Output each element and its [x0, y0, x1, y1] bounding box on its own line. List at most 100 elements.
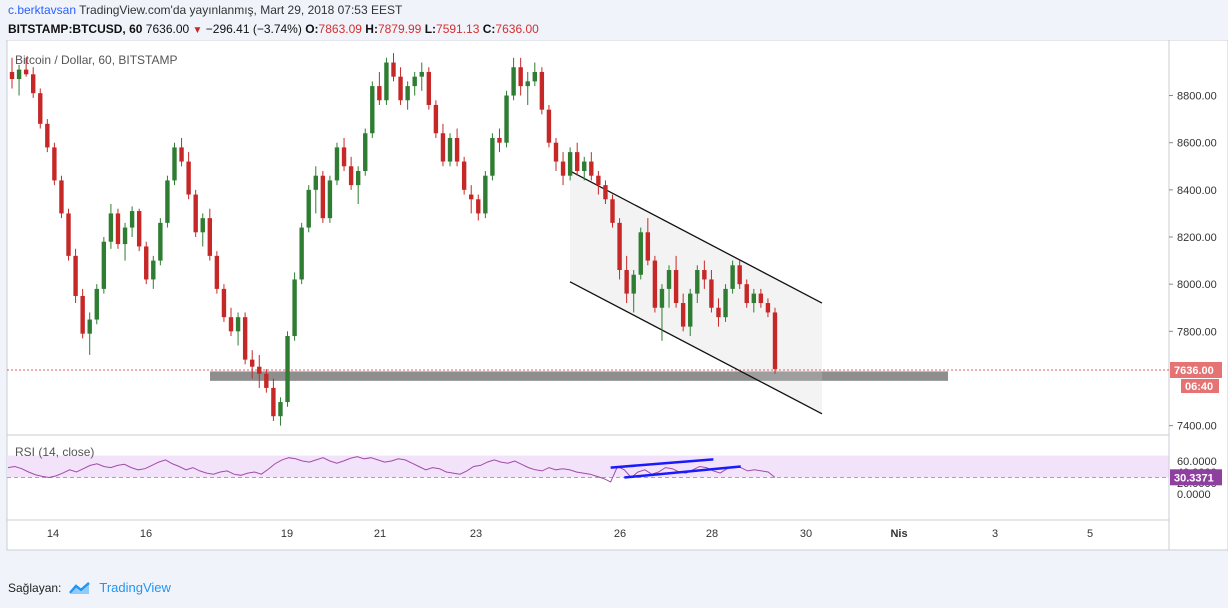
- candle: [440, 123, 446, 167]
- candle: [355, 166, 361, 204]
- candle: [525, 71, 530, 105]
- candle: [45, 119, 50, 153]
- candle: [680, 293, 686, 332]
- candle: [207, 208, 213, 261]
- time-tick-label: Nis: [890, 528, 907, 540]
- time-tick-label: 30: [800, 528, 812, 540]
- candle: [327, 175, 333, 223]
- price-tick-label: 8800.00: [1177, 91, 1217, 103]
- candle: [52, 142, 57, 186]
- candle: [271, 378, 276, 421]
- price-tick-label: 8000.00: [1177, 279, 1217, 291]
- countdown-label: 06:40: [1185, 381, 1213, 393]
- candle: [553, 137, 559, 171]
- candle: [299, 222, 304, 285]
- rsi-tick-label: 60.0000: [1177, 456, 1217, 468]
- candle: [129, 206, 135, 238]
- rsi-current-label: 30.3371: [1174, 472, 1214, 484]
- candle: [38, 88, 43, 129]
- candle: [186, 152, 191, 200]
- candle: [765, 298, 771, 318]
- candle: [476, 194, 481, 221]
- candle: [264, 369, 269, 393]
- candle: [87, 312, 92, 355]
- candle: [730, 260, 735, 294]
- candle: [23, 57, 29, 77]
- candle: [341, 137, 347, 171]
- open-value: 7863.09: [318, 22, 362, 36]
- price-tick-label: 7400.00: [1177, 421, 1217, 433]
- candle: [447, 133, 453, 167]
- candle: [631, 270, 636, 313]
- candle: [242, 312, 248, 365]
- chart[interactable]: 8800.00 8600.00 8400.00 8200.00 8000.00 7800.…: [0, 40, 1228, 570]
- footer: Sağlayan: TradingView: [8, 580, 171, 595]
- candle: [101, 237, 107, 294]
- candle: [384, 57, 389, 105]
- candle: [313, 166, 318, 214]
- candle: [504, 90, 509, 148]
- candle: [560, 152, 566, 186]
- rsi-tick-label: 0.0000: [1177, 489, 1211, 501]
- rsi-trend-upper: [610, 458, 714, 469]
- candle: [645, 218, 651, 266]
- author-link[interactable]: c.berktavsan: [8, 3, 77, 17]
- candle: [617, 218, 622, 280]
- symbol-label: BITSTAMP:BTCUSD, 60: [8, 22, 143, 36]
- candle: [16, 64, 22, 96]
- candle: [716, 298, 721, 327]
- candle: [172, 142, 177, 186]
- candle: [737, 260, 742, 289]
- candle: [285, 331, 290, 407]
- candle: [532, 62, 537, 87]
- price-tick-label: 8200.00: [1177, 232, 1217, 244]
- candle: [673, 255, 679, 308]
- rsi-trend-lower: [624, 465, 741, 479]
- last-price-label: 7636.00: [1174, 365, 1214, 377]
- candle: [320, 170, 326, 223]
- candle: [702, 260, 707, 289]
- candle: [398, 67, 403, 105]
- candle: [214, 251, 220, 294]
- candle: [546, 104, 552, 148]
- rsi-line: [7, 456, 776, 483]
- candle: [200, 213, 205, 247]
- rsi-current-badge: [1170, 469, 1222, 486]
- candle: [370, 81, 375, 138]
- time-tick-label: 14: [47, 528, 59, 540]
- candle: [469, 185, 474, 214]
- candle: [688, 288, 693, 337]
- candle: [490, 133, 495, 181]
- time-axis-pane: [6, 519, 1170, 551]
- candle: [751, 288, 757, 313]
- ohlc-line: BITSTAMP:BTCUSD, 60 7636.00 ▼ −296.41 (−…: [8, 22, 539, 36]
- candle: [454, 128, 460, 167]
- candle: [709, 270, 714, 313]
- candle: [122, 222, 128, 261]
- candle: [461, 156, 467, 195]
- candle: [136, 208, 142, 252]
- candle: [567, 147, 573, 181]
- candle: [59, 175, 64, 219]
- candle: [603, 180, 608, 204]
- price-axis-pane: [1168, 40, 1228, 551]
- candle: [165, 175, 170, 228]
- time-tick-label: 21: [374, 528, 386, 540]
- candle: [363, 128, 368, 176]
- low-label: L:: [424, 22, 437, 36]
- time-tick-label: 19: [281, 528, 293, 540]
- candle: [73, 248, 78, 304]
- candle: [497, 128, 502, 153]
- candle: [539, 67, 545, 115]
- candle: [30, 67, 36, 98]
- time-tick-label: 3: [992, 528, 998, 540]
- price-pane: [6, 40, 1170, 436]
- candle: [80, 288, 85, 339]
- candle: [151, 255, 156, 289]
- tradingview-brand[interactable]: TradingView: [99, 580, 171, 595]
- support-zone: [210, 371, 948, 381]
- low-value: 7591.13: [436, 22, 480, 36]
- candle: [278, 397, 283, 426]
- candle: [723, 284, 728, 322]
- candle: [419, 62, 424, 91]
